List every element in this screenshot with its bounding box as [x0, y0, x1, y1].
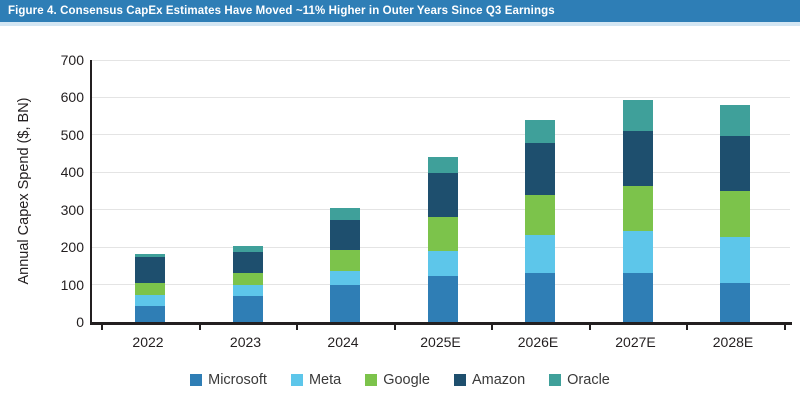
y-gridline-700 — [92, 59, 790, 61]
stacked-bar-2022 — [135, 253, 165, 322]
bar-segment-amazon-2026e — [525, 142, 555, 195]
stacked-bar-2028e — [720, 105, 750, 322]
legend-label-oracle: Oracle — [567, 372, 610, 388]
y-tick-label-500: 500 — [60, 126, 84, 143]
x-category-label-2026e: 2026E — [517, 334, 559, 350]
stacked-bar-2023 — [232, 245, 263, 322]
bar-segment-microsoft-2022 — [135, 305, 165, 322]
x-category-label-2024: 2024 — [327, 334, 359, 350]
bar-segment-meta-2027e — [622, 231, 653, 274]
stacked-bar-2024 — [330, 208, 360, 322]
legend-swatch-microsoft — [190, 374, 203, 386]
x-axis-tick — [393, 325, 396, 330]
bar-segment-microsoft-2023 — [232, 295, 263, 322]
bar-segment-oracle-2028e — [720, 105, 750, 136]
bar-segment-microsoft-2027e — [622, 273, 653, 322]
legend-item-amazon: Amazon — [453, 372, 526, 388]
legend-swatch-meta — [290, 374, 303, 386]
stacked-bar-chart-plot-area — [90, 59, 792, 330]
legend-item-microsoft: Microsoft — [190, 372, 267, 388]
y-tick-label-0: 0 — [76, 314, 84, 330]
x-axis-tick — [588, 325, 591, 330]
bar-segment-google-2026e — [525, 194, 555, 235]
bar-segment-meta-2025e — [427, 251, 458, 277]
figure-header-bar: Figure 4. Consensus CapEx Estimates Have… — [0, 0, 800, 22]
legend-item-oracle: Oracle — [549, 372, 610, 388]
x-category-label-2022: 2022 — [132, 334, 164, 350]
bar-segment-google-2025e — [427, 217, 458, 252]
x-axis-tick — [491, 325, 494, 330]
y-axis-tick-labels: 0 100 200 300 400 500 600 700 — [0, 53, 84, 329]
bar-segment-meta-2026e — [525, 234, 555, 273]
bar-segment-google-2024 — [330, 250, 360, 272]
y-tick-label-300: 300 — [60, 201, 84, 218]
bar-segment-meta-2028e — [720, 237, 750, 284]
y-tick-label-200: 200 — [60, 239, 84, 256]
x-axis-tick — [296, 325, 299, 330]
x-axis-tick — [198, 325, 201, 330]
legend-swatch-google — [365, 374, 378, 386]
bar-segment-oracle-2022 — [135, 253, 165, 258]
chart-legend: Microsoft Meta Google Amazon Oracle — [0, 372, 800, 388]
x-axis-tick — [101, 325, 104, 330]
legend-swatch-amazon — [453, 374, 466, 386]
y-tick-label-400: 400 — [60, 164, 84, 181]
bar-segment-microsoft-2026e — [525, 272, 555, 322]
bar-segment-google-2028e — [720, 191, 750, 238]
bar-segment-meta-2022 — [135, 295, 165, 306]
x-category-label-2025e: 2025E — [420, 334, 461, 350]
bar-segment-oracle-2023 — [232, 245, 263, 252]
bar-segment-meta-2023 — [232, 284, 263, 296]
legend-swatch-oracle — [549, 374, 562, 386]
legend-label-amazon: Amazon — [471, 372, 526, 388]
figure-title: Figure 4. Consensus CapEx Estimates Have… — [8, 5, 555, 17]
bar-segment-amazon-2025e — [427, 173, 458, 218]
bar-segment-amazon-2023 — [232, 251, 263, 274]
legend-label-google: Google — [383, 372, 430, 388]
x-category-label-2028e: 2028E — [712, 334, 754, 350]
stacked-bar-2025e — [427, 157, 458, 322]
bar-segment-oracle-2026e — [525, 119, 555, 143]
bar-segment-amazon-2022 — [135, 257, 165, 284]
legend-item-meta: Meta — [290, 372, 342, 388]
bar-segment-google-2022 — [135, 283, 165, 296]
bar-segment-oracle-2027e — [622, 100, 653, 132]
bar-segment-amazon-2028e — [720, 136, 750, 192]
bar-segment-amazon-2027e — [622, 131, 653, 187]
y-gridline-600 — [92, 96, 790, 98]
bar-segment-oracle-2025e — [427, 157, 458, 174]
bar-segment-microsoft-2025e — [427, 276, 458, 322]
y-tick-label-600: 600 — [60, 89, 84, 106]
x-category-label-2027e: 2027E — [615, 334, 656, 350]
y-tick-label-100: 100 — [60, 276, 84, 293]
x-axis-tick — [686, 325, 689, 330]
legend-label-microsoft: Microsoft — [208, 372, 267, 388]
x-category-label-2023: 2023 — [229, 334, 262, 350]
bar-segment-google-2027e — [622, 186, 653, 232]
bar-segment-microsoft-2024 — [330, 284, 360, 322]
legend-item-google: Google — [365, 372, 430, 388]
header-accent-strip — [0, 22, 800, 26]
stacked-bar-2026e — [525, 119, 555, 322]
bar-segment-google-2023 — [232, 273, 263, 285]
legend-label-meta: Meta — [308, 372, 342, 388]
stacked-bar-2027e — [622, 100, 653, 322]
bar-segment-amazon-2024 — [330, 219, 360, 251]
bar-segment-meta-2024 — [330, 271, 360, 285]
bar-segment-oracle-2024 — [330, 208, 360, 220]
y-gridline-500 — [92, 134, 790, 136]
x-axis-category-labels: 2022 2023 2024 2025E 2026E 2027E 2028E — [90, 334, 790, 352]
bar-segment-microsoft-2028e — [720, 283, 750, 322]
x-axis-tick — [783, 325, 786, 330]
y-tick-label-700: 700 — [60, 52, 84, 68]
